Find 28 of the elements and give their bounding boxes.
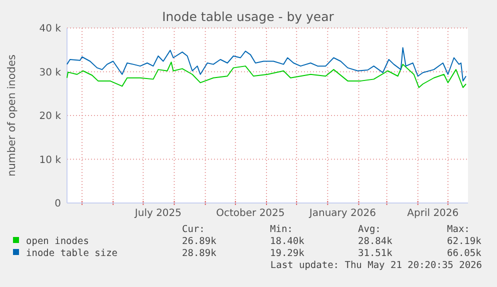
x-tick-label: July 2025: [134, 208, 182, 219]
text: 31.51k: [358, 248, 393, 259]
text: 62.19k: [447, 236, 482, 247]
text: Min:: [270, 224, 293, 235]
x-tick-label: October 2025: [216, 208, 285, 219]
y-tick-label: 20 k: [39, 111, 62, 122]
y-tick-label: 40 k: [39, 24, 62, 34]
text: Last update: Thu May 21 20:20:35 2026: [270, 260, 482, 271]
legend-label: inode table size: [26, 248, 118, 259]
line-series: [66, 47, 466, 82]
text: 28.89k: [182, 248, 217, 259]
y-axis-title: number of open inodes: [6, 54, 18, 176]
x-tick-label: April 2026: [407, 208, 459, 219]
text: Avg:: [358, 224, 381, 235]
y-tick-label: 0: [54, 198, 61, 210]
chart-title: Inode table usage - by year: [162, 9, 335, 24]
text: 26.89k: [182, 236, 217, 247]
text: 18.40k: [270, 236, 305, 247]
legend-label: open inodes: [26, 236, 89, 247]
text: 19.29k: [270, 248, 305, 259]
y-tick-label: 10 k: [39, 154, 62, 166]
y-tick-label: 30 k: [39, 67, 62, 78]
text: 66.05k: [447, 248, 482, 259]
text: Max:: [447, 224, 470, 235]
text: 28.84k: [358, 236, 393, 247]
x-tick-label: January 2026: [308, 208, 376, 219]
line-series: [66, 62, 466, 88]
text: Cur:: [182, 224, 205, 235]
